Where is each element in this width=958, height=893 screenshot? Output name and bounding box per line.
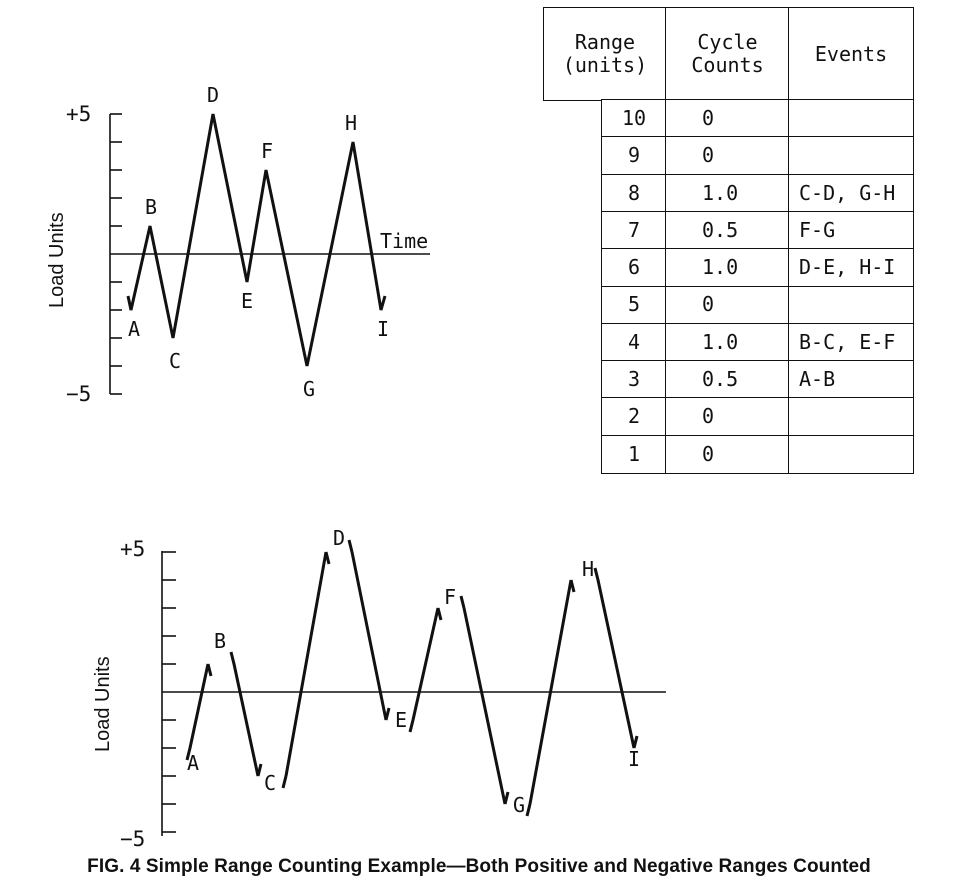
top-y-ticks	[110, 113, 122, 395]
table-cell-range: 5	[601, 285, 667, 325]
table-cell-range: 2	[601, 397, 667, 437]
table-cell-range: 8	[601, 173, 667, 213]
top-y-axis-label: Load Units	[46, 212, 68, 308]
top-point-label: I	[377, 317, 389, 341]
bottom-range-segments	[185, 539, 639, 817]
table-cell-count: 1.0	[665, 322, 790, 362]
top-point-label: C	[169, 349, 181, 373]
table-cell-events: F-G	[788, 210, 914, 250]
bottom-point-label: D	[333, 526, 345, 550]
bottom-point-label: F	[444, 585, 456, 609]
bottom-point-label: C	[264, 771, 276, 795]
bottom-point-labels: A B C D E F G H I	[187, 526, 640, 817]
bottom-y-axis-label: Load Units	[92, 656, 114, 752]
top-point-label: B	[145, 195, 157, 219]
bottom-point-label: H	[582, 557, 594, 581]
bottom-point-label: A	[187, 751, 199, 775]
figure-caption: FIG. 4 Simple Range Counting Example—Bot…	[87, 856, 871, 877]
top-load-history-line	[126, 113, 387, 367]
table-cell-events: D-E, H-I	[788, 248, 914, 288]
bottom-y-ticks	[162, 551, 176, 833]
bottom-range-segment	[281, 551, 331, 789]
table-cell-count: 0	[665, 434, 790, 474]
table-cell-range: 9	[601, 136, 667, 176]
top-point-labels: A B C D E F G H I	[128, 83, 389, 401]
table-cell-count: 1.0	[665, 248, 790, 288]
bottom-range-segment	[229, 651, 263, 777]
top-point-label: H	[345, 111, 357, 135]
header-cycle-counts: Cycle Counts	[665, 7, 790, 101]
table-cell-range: 4	[601, 322, 667, 362]
top-point-label: F	[261, 139, 273, 163]
bottom-range-segment	[459, 595, 510, 805]
top-time-label: Time	[380, 229, 428, 253]
bottom-point-label: B	[214, 629, 226, 653]
header-range: Range (units)	[543, 7, 667, 101]
bottom-range-segment	[593, 567, 639, 749]
bottom-point-label: G	[513, 793, 525, 817]
top-y-max-label: +5	[66, 102, 91, 126]
table-cell-count: 1.0	[665, 173, 790, 213]
bottom-point-label: I	[628, 747, 640, 771]
header-events: Events	[788, 7, 914, 101]
table-cell-count: 0	[665, 99, 790, 138]
top-y-min-label: −5	[66, 382, 91, 406]
top-point-label: D	[207, 83, 219, 107]
table-cell-count: 0	[665, 136, 790, 176]
table-cell-events	[788, 285, 914, 325]
top-point-label: E	[241, 289, 253, 313]
table-cell-events	[788, 434, 914, 474]
table-cell-range: 7	[601, 210, 667, 250]
bottom-point-label: E	[395, 708, 407, 732]
bottom-y-max-label: +5	[120, 537, 145, 561]
bottom-range-segment	[185, 663, 213, 761]
table-cell-count: 0.5	[665, 210, 790, 250]
table-cell-events: A-B	[788, 360, 914, 399]
bottom-range-segment	[408, 607, 443, 733]
top-point-label: A	[128, 317, 140, 341]
table-cell-events	[788, 99, 914, 138]
bottom-y-min-label: −5	[120, 827, 145, 851]
table-cell-range: 10	[601, 99, 667, 138]
bottom-range-segment	[347, 539, 391, 721]
bottom-range-segment	[525, 579, 576, 817]
top-point-label: G	[303, 377, 315, 401]
table-cell-range: 1	[601, 434, 667, 474]
